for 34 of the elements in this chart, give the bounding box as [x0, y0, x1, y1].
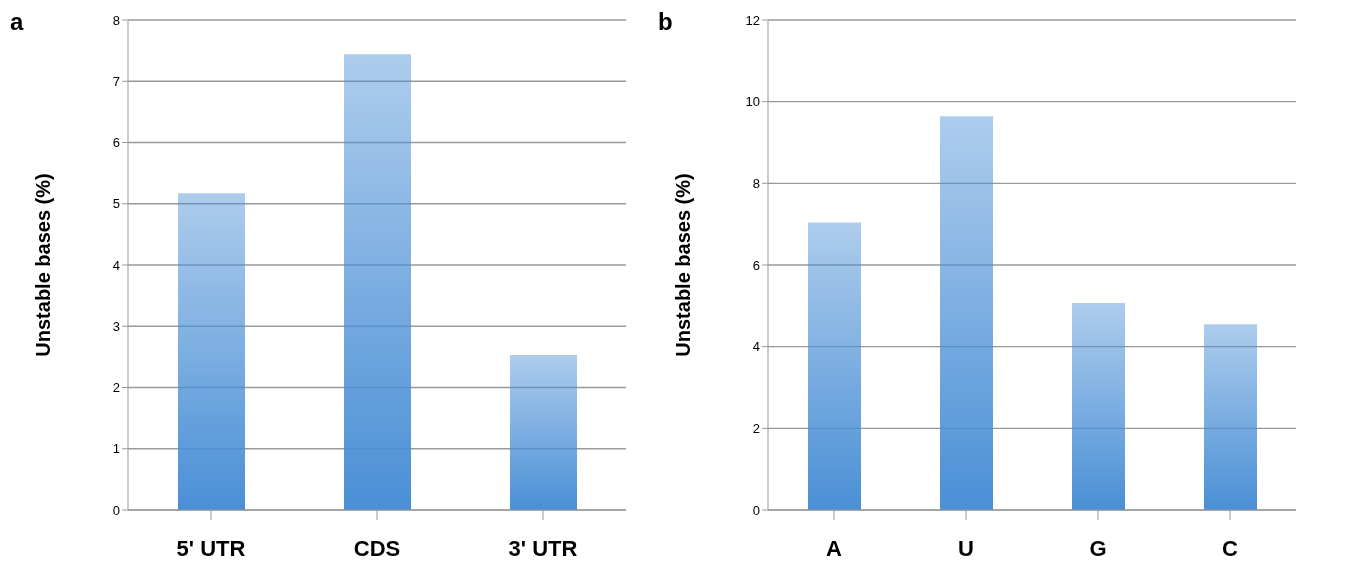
y-tick-label: 5 — [112, 196, 120, 212]
x-tick-label: A — [826, 535, 843, 561]
y-axis-title: Unstable bases (%) — [32, 173, 55, 357]
x-tick-label: U — [958, 535, 974, 561]
y-tick-label: 0 — [112, 502, 120, 518]
y-tick-label: 2 — [752, 420, 760, 436]
y-tick-label: 0 — [752, 502, 760, 518]
x-tick-label: 5' UTR — [176, 535, 246, 561]
y-tick-label: 7 — [112, 73, 120, 89]
y-tick-label: 4 — [112, 257, 120, 273]
y-tick-label: 6 — [752, 257, 760, 273]
bar — [344, 54, 411, 510]
bar — [1204, 324, 1257, 510]
chart-title: b — [658, 8, 673, 36]
y-tick-label: 6 — [112, 135, 120, 151]
x-tick-label: G — [1089, 535, 1107, 561]
bar — [1072, 302, 1125, 510]
bar — [178, 193, 245, 510]
x-tick-label: C — [1222, 535, 1239, 561]
y-axis-title: Unstable bases (%) — [672, 173, 695, 357]
y-tick-label: 12 — [745, 12, 760, 28]
bar — [510, 355, 577, 510]
y-tick-label: 2 — [112, 380, 120, 396]
y-tick-label: 10 — [745, 94, 760, 110]
x-tick-label: CDS — [353, 535, 401, 561]
x-tick-label: 3' UTR — [508, 535, 578, 561]
chart-title: a — [10, 8, 24, 36]
y-tick-label: 1 — [112, 441, 120, 457]
bar — [940, 116, 993, 510]
y-tick-label: 3 — [112, 318, 120, 334]
y-tick-label: 4 — [752, 339, 760, 355]
y-tick-label: 8 — [752, 175, 760, 191]
bar — [808, 222, 861, 510]
y-tick-label: 8 — [112, 12, 120, 28]
